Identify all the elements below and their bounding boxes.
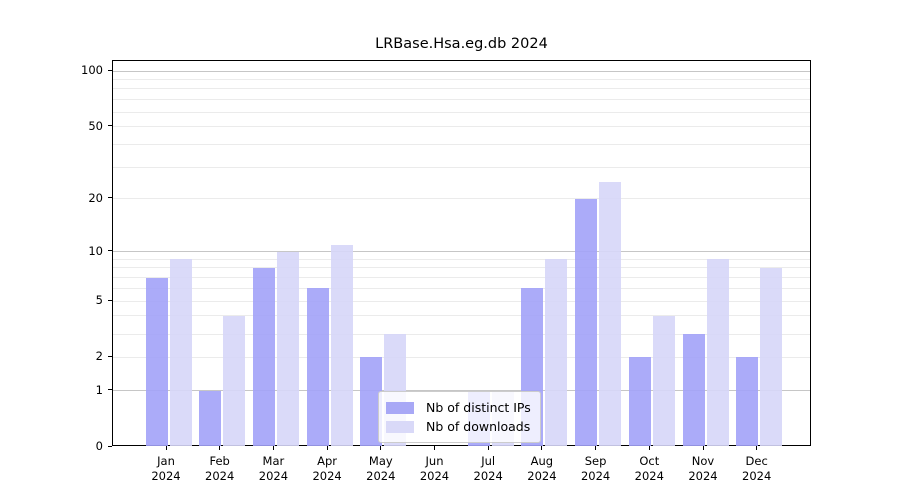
minor-gridline-30 <box>113 166 810 168</box>
legend: Nb of distinct IPs Nb of downloads <box>378 391 541 443</box>
y-tick-label-20: 20 <box>88 190 103 205</box>
bar-distinct-ips-oct <box>628 357 651 446</box>
x-tick-label-feb: Feb 2024 <box>205 454 235 483</box>
legend-item-distinct-ips: Nb of distinct IPs <box>386 398 531 417</box>
plot-area <box>112 60 811 446</box>
y-tick-label-100: 100 <box>81 63 103 77</box>
x-tick-feb <box>219 446 221 450</box>
x-tick-jun <box>434 446 435 450</box>
major-gridline-1 <box>113 390 810 392</box>
x-tick-label-jul: Jul 2024 <box>473 454 503 483</box>
x-tick-apr <box>326 446 328 450</box>
y-tick-10 <box>108 250 112 252</box>
minor-gridline-5 <box>113 300 810 302</box>
y-tick-label-50: 50 <box>88 118 103 133</box>
major-gridline-10 <box>113 251 810 253</box>
x-tick-aug <box>541 446 543 450</box>
bar-distinct-ips-dec <box>736 357 759 446</box>
y-tick-label-1: 1 <box>95 382 103 397</box>
x-tick-label-nov: Nov 2024 <box>688 454 718 483</box>
major-gridline-100 <box>113 70 810 72</box>
x-tick-label-jun: Jun 2024 <box>419 454 450 483</box>
bar-downloads-feb <box>223 315 246 446</box>
y-tick-label-10: 10 <box>88 243 103 258</box>
x-tick-jan <box>165 446 167 450</box>
minor-gridline-80 <box>113 88 810 90</box>
legend-label-downloads: Nb of downloads <box>426 419 531 434</box>
x-tick-label-jan: Jan 2024 <box>151 454 181 483</box>
x-tick-nov <box>702 446 704 450</box>
x-tick-label-may: May 2024 <box>366 454 396 483</box>
x-tick-dec <box>756 446 758 450</box>
legend-label-distinct-ips: Nb of distinct IPs <box>426 400 531 415</box>
x-tick-label-aug: Aug 2024 <box>527 454 557 483</box>
minor-gridline-50 <box>113 126 810 128</box>
bar-distinct-ips-feb <box>199 390 222 446</box>
minor-gridline-60 <box>113 111 810 113</box>
legend-item-downloads: Nb of downloads <box>386 417 531 436</box>
x-tick-label-dec: Dec 2024 <box>742 454 772 483</box>
bar-downloads-aug <box>545 259 568 446</box>
x-tick-label-apr: Apr 2024 <box>312 454 342 483</box>
y-tick-50 <box>108 125 112 127</box>
bar-distinct-ips-sep <box>575 198 598 446</box>
minor-gridline-3 <box>113 333 810 335</box>
x-tick-label-mar: Mar 2024 <box>258 454 289 483</box>
minor-gridline-8 <box>113 267 810 269</box>
y-tick-1 <box>108 389 112 391</box>
x-tick-jul <box>487 446 489 450</box>
y-tick-5 <box>108 299 112 301</box>
bar-distinct-ips-jan <box>145 277 168 446</box>
y-tick-20 <box>108 197 112 199</box>
x-tick-mar <box>272 446 274 450</box>
bar-downloads-sep <box>599 181 622 446</box>
y-tick-label-5: 5 <box>95 293 103 308</box>
x-tick-oct <box>648 446 650 450</box>
bar-distinct-ips-apr <box>306 288 329 446</box>
minor-gridline-9 <box>113 258 810 260</box>
chart-title: LRBase.Hsa.eg.db 2024 <box>375 36 548 52</box>
minor-gridline-70 <box>113 99 810 101</box>
y-tick-label-2: 2 <box>95 349 103 364</box>
y-tick-label-0: 0 <box>95 439 103 453</box>
y-tick-2 <box>108 355 112 357</box>
bar-downloads-oct <box>652 315 675 446</box>
y-tick-0 <box>108 445 112 447</box>
bar-downloads-mar <box>276 251 299 446</box>
legend-swatch-downloads <box>386 420 414 433</box>
bar-distinct-ips-may <box>360 357 383 446</box>
x-tick-label-sep: Sep 2024 <box>580 454 611 483</box>
minor-gridline-20 <box>113 198 810 200</box>
minor-gridline-4 <box>113 315 810 317</box>
x-tick-sep <box>595 446 597 450</box>
bar-downloads-jan <box>169 259 192 446</box>
y-tick-100 <box>108 69 112 71</box>
minor-gridline-6 <box>113 287 810 289</box>
minor-gridline-2 <box>113 356 810 358</box>
minor-gridline-40 <box>113 143 810 145</box>
bar-downloads-nov <box>706 259 729 446</box>
minor-gridline-90 <box>113 78 810 80</box>
x-tick-may <box>380 446 382 450</box>
minor-gridline-7 <box>113 277 810 279</box>
bar-distinct-ips-mar <box>252 267 275 446</box>
legend-swatch-distinct-ips <box>386 401 414 414</box>
bar-downloads-apr <box>330 244 353 446</box>
bar-distinct-ips-nov <box>682 334 705 446</box>
bar-downloads-dec <box>760 267 783 446</box>
x-tick-label-oct: Oct 2024 <box>634 454 664 483</box>
